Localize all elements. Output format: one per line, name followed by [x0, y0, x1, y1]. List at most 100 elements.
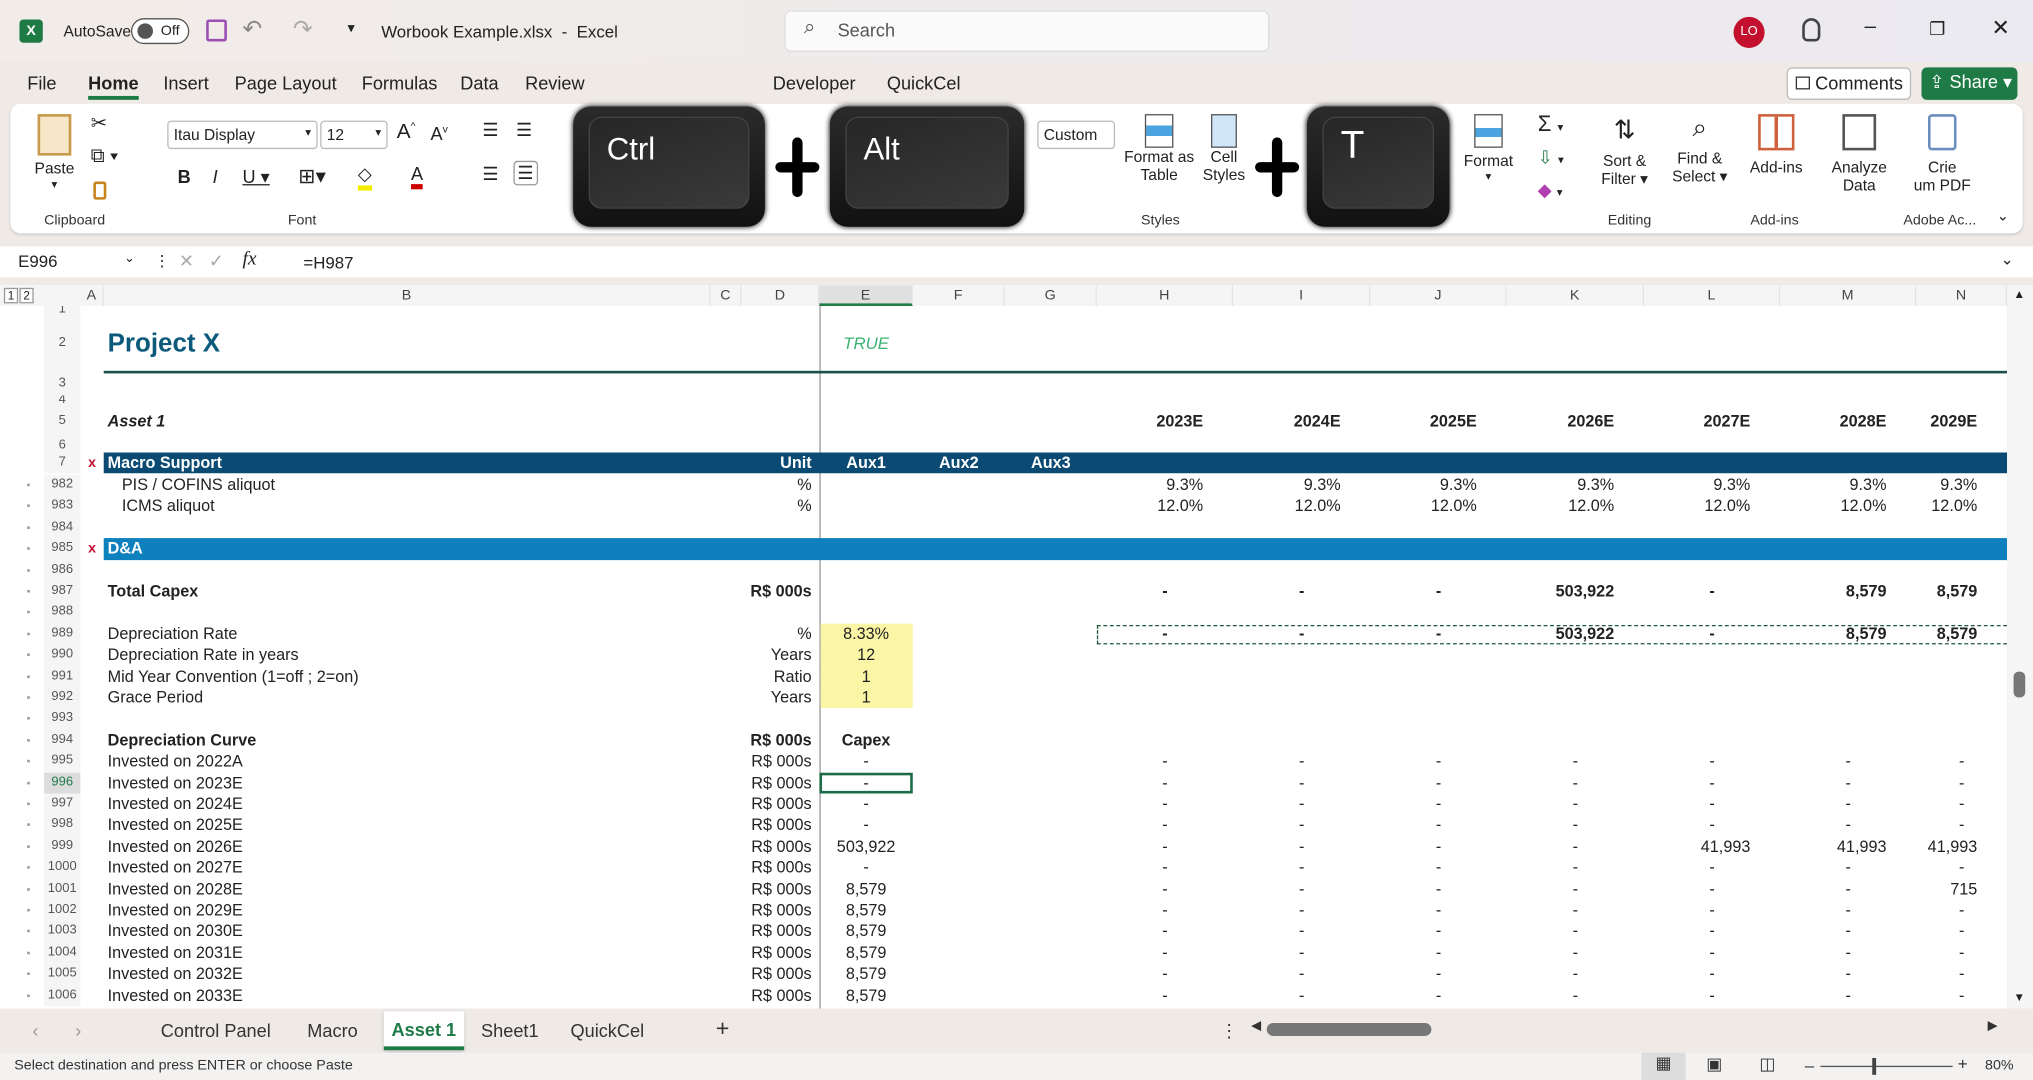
value-cell[interactable]: - [1709, 816, 1715, 835]
unit-cell[interactable]: R$ 000s [751, 901, 812, 920]
aux-cell[interactable]: - [863, 858, 869, 877]
column-header-D[interactable]: D [741, 285, 820, 306]
redo-icon[interactable]: ↷ [293, 15, 313, 42]
unit-cell[interactable]: R$ 000s [751, 752, 812, 771]
value-cell[interactable]: - [1435, 624, 1442, 643]
unit-cell[interactable]: Ratio [773, 667, 812, 686]
fill-icon[interactable]: ⇩ ▾ [1537, 146, 1564, 168]
aux-cell[interactable]: 8,579 [845, 964, 887, 984]
value-cell[interactable]: - [1572, 943, 1579, 962]
row-label[interactable]: Depreciation Curve [107, 730, 257, 750]
row-label[interactable]: Invested on 2032E [107, 964, 243, 984]
value-cell[interactable]: 2028E [1839, 412, 1887, 431]
unit-cell[interactable]: R$ 000s [750, 582, 812, 601]
value-cell[interactable]: - [1435, 582, 1442, 601]
column-header-K[interactable]: K [1506, 285, 1645, 306]
create-pdf-button[interactable]: Crie um PDF [1911, 114, 1973, 194]
font-color-icon[interactable]: A [411, 163, 424, 190]
row-label[interactable]: Invested on 2027E [107, 858, 243, 877]
value-cell[interactable]: - [1299, 837, 1305, 856]
value-cell[interactable]: - [1299, 624, 1305, 643]
autosum-icon[interactable]: Σ ▾ [1537, 111, 1564, 137]
value-cell[interactable]: - [1845, 816, 1851, 835]
page-layout-view-icon[interactable]: ▣ [1706, 1054, 1723, 1074]
unit-cell[interactable]: R$ 000s [751, 773, 812, 792]
normal-view-icon[interactable]: ▦ [1641, 1052, 1686, 1080]
flag-true[interactable]: TRUE [843, 333, 890, 353]
value-cell[interactable]: - [1162, 858, 1168, 877]
aux-cell[interactable]: Aux2 [938, 453, 979, 472]
value-cell[interactable]: - [1162, 837, 1168, 856]
aux-cell[interactable]: 8,579 [845, 986, 887, 1005]
column-header-L[interactable]: L [1644, 285, 1781, 306]
tab-formulas[interactable]: Formulas [361, 72, 438, 94]
row-header-987[interactable]: 987 [44, 580, 81, 603]
value-cell[interactable]: 12.0% [1294, 497, 1341, 516]
row-header-7[interactable]: 7 [44, 452, 81, 474]
value-cell[interactable]: - [1709, 879, 1715, 898]
value-cell[interactable]: 9.3% [1577, 475, 1615, 494]
value-cell[interactable]: - [1162, 901, 1168, 920]
horizontal-scrollbar[interactable]: ◀ ▶ [1249, 1019, 2004, 1040]
increase-font-icon[interactable]: A^ [396, 120, 416, 144]
row-header-3[interactable]: 3 [44, 372, 81, 396]
value-cell[interactable]: - [1435, 879, 1442, 898]
value-cell[interactable]: - [1162, 773, 1168, 792]
row-header-984[interactable]: 984 [44, 517, 81, 539]
value-cell[interactable]: - [1709, 752, 1715, 771]
undo-icon[interactable]: ↶ [242, 15, 263, 42]
unit-cell[interactable]: R$ 000s [751, 816, 812, 835]
column-header-I[interactable]: I [1233, 285, 1371, 306]
sort-filter-button[interactable]: ⇅ Sort & Filter ▾ [1592, 114, 1657, 188]
value-cell[interactable]: - [1845, 922, 1851, 941]
value-cell[interactable]: - [1709, 901, 1715, 920]
value-cell[interactable]: 12.0% [1704, 497, 1751, 516]
value-cell[interactable]: 9.3% [1166, 475, 1204, 494]
row-label[interactable]: PIS / COFINS aliquot [121, 475, 276, 494]
unit-cell[interactable]: % [797, 624, 812, 643]
column-header-N[interactable]: N [1916, 285, 2008, 306]
column-header-A[interactable]: A [80, 285, 104, 306]
value-cell[interactable]: - [1572, 901, 1579, 920]
tab-split-handle[interactable]: ⋮ [1220, 1020, 1239, 1042]
value-cell[interactable]: - [1435, 858, 1442, 877]
row-header-1002[interactable]: 1002 [44, 899, 81, 922]
tab-page-layout[interactable]: Page Layout [234, 72, 337, 94]
tab-developer[interactable]: Developer [772, 72, 856, 94]
row-header-994[interactable]: 994 [44, 729, 81, 751]
row-header-983[interactable]: 983 [44, 495, 81, 518]
value-cell[interactable]: - [1958, 752, 1965, 771]
row-label[interactable]: Invested on 2022A [107, 752, 243, 771]
row-label[interactable]: Depreciation Rate [107, 624, 238, 643]
value-cell[interactable]: - [1709, 986, 1715, 1005]
align-center-icon[interactable]: ☰ [513, 160, 538, 186]
value-cell[interactable]: - [1435, 986, 1442, 1005]
minimize-button[interactable]: – [1864, 15, 1877, 38]
value-cell[interactable]: - [1845, 943, 1851, 962]
column-header-C[interactable]: C [710, 285, 742, 306]
aux-cell[interactable]: 8,579 [845, 922, 887, 941]
aux-cell[interactable]: 503,922 [836, 837, 896, 856]
search-box[interactable]: ⌕ Search [784, 10, 1270, 52]
enter-icon[interactable]: ✓ [208, 250, 224, 271]
copy-icon[interactable]: ⧉ ▾ [90, 145, 119, 168]
comments-button[interactable]: Comments [1786, 67, 1912, 100]
scroll-thumb[interactable] [1266, 1022, 1432, 1036]
paste-button[interactable]: Paste ▾ [34, 114, 75, 192]
column-header-E[interactable]: E [819, 285, 913, 306]
collapse-x-marker[interactable]: x [88, 540, 97, 557]
unit-cell[interactable]: % [797, 475, 812, 494]
row-header-2[interactable]: 2 [44, 313, 81, 373]
value-cell[interactable]: - [1845, 794, 1851, 813]
font-name-select[interactable]: Itau Display ▾ [167, 120, 318, 150]
value-cell[interactable]: - [1845, 964, 1851, 984]
value-cell[interactable]: - [1958, 901, 1965, 920]
sheet-tab-control-panel[interactable]: Control Panel [160, 1020, 271, 1042]
row-header-989[interactable]: 989 [44, 623, 81, 645]
value-cell[interactable]: 503,922 [1555, 624, 1615, 643]
value-cell[interactable]: - [1709, 943, 1715, 962]
value-cell[interactable]: - [1845, 986, 1851, 1005]
row-header-993[interactable]: 993 [44, 708, 81, 730]
cancel-icon[interactable]: ✕ [178, 250, 195, 271]
row-header-982[interactable]: 982 [44, 474, 81, 496]
